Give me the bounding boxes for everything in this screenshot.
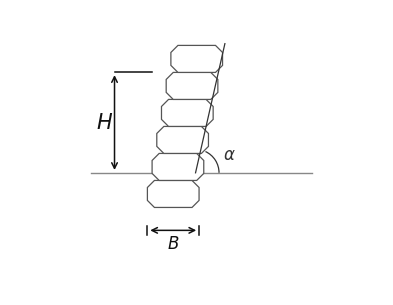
Polygon shape [147,181,199,207]
Polygon shape [157,127,208,153]
Polygon shape [166,72,218,99]
Polygon shape [171,45,222,72]
Text: B: B [167,235,179,253]
Text: H: H [96,113,112,133]
Text: $\alpha$: $\alpha$ [223,146,236,164]
Polygon shape [162,99,213,127]
Polygon shape [152,153,204,181]
